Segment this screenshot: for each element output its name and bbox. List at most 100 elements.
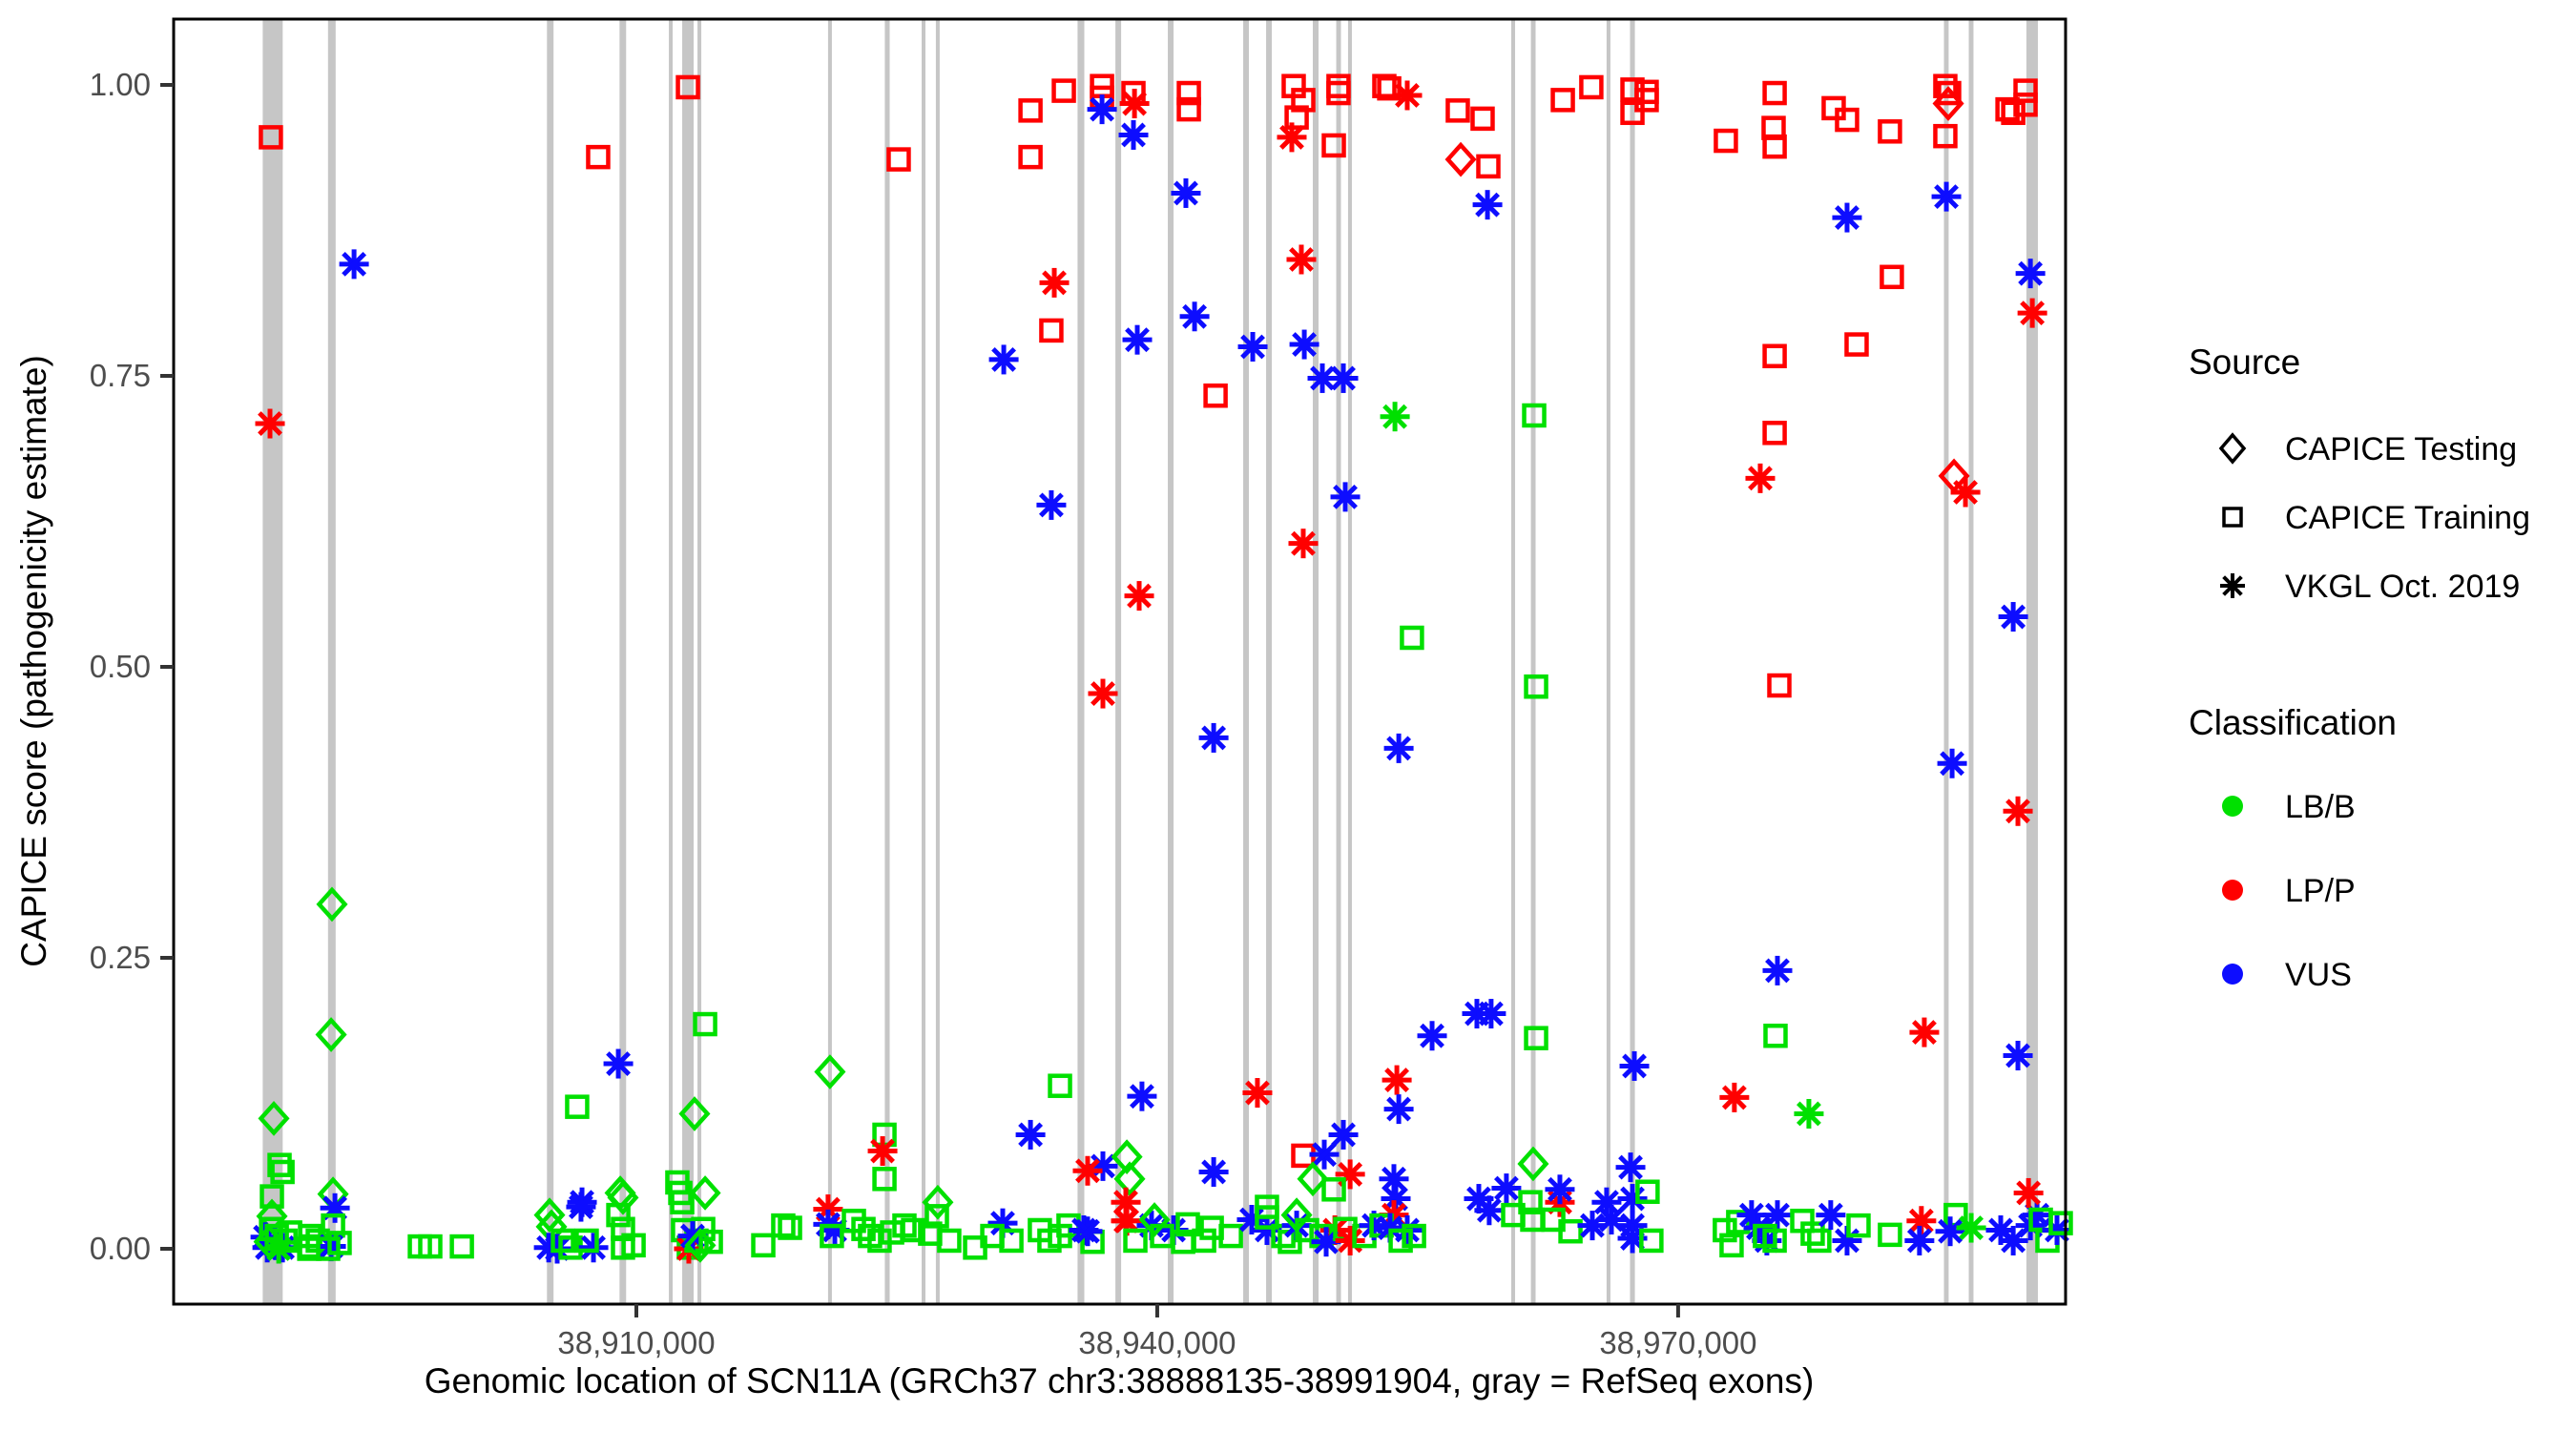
exon-bar: [935, 19, 940, 1304]
data-point: [1388, 1228, 1413, 1254]
data-point: [1138, 1202, 1171, 1237]
exon-bar: [1968, 19, 1974, 1304]
y-tick-label: 0.25: [90, 940, 151, 975]
data-point: [1072, 1216, 1103, 1247]
exon-bar: [327, 19, 336, 1304]
data-point: [988, 344, 1019, 375]
data-point: [1937, 748, 1967, 778]
data-point: [1800, 1221, 1825, 1246]
legend-item-lb-b: LB/B: [2222, 789, 2356, 825]
exon-bar: [1347, 19, 1352, 1304]
data-point: [1088, 1151, 1118, 1181]
legend-item-diamond: CAPICE Testing: [2218, 431, 2517, 467]
exon-bar: [697, 19, 702, 1304]
legend-class-label: LB/B: [2285, 789, 2356, 825]
data-point: [1072, 1155, 1103, 1186]
exon-bar: [1511, 19, 1516, 1304]
data-point: [1998, 602, 2028, 633]
data-point: [1767, 673, 1792, 698]
data-point: [607, 1179, 639, 1215]
data-point: [1950, 477, 1981, 508]
data-point: [533, 1197, 566, 1233]
exon-bar: [262, 19, 283, 1304]
axis-tick-labels: 38,910,000 38,940,000 38,970,000 1.00 0.75 0.…: [90, 67, 1757, 1360]
asterisk-icon: [2222, 575, 2243, 596]
exon-bar: [619, 19, 627, 1304]
legend-source-title: Source: [2189, 342, 2300, 382]
data-point: [1088, 678, 1118, 709]
exon-bar: [669, 19, 674, 1304]
data-point: [1335, 1159, 1365, 1190]
data-point: [1198, 722, 1229, 753]
data-point: [1380, 402, 1410, 432]
legend: Source CAPICE Testing CAPICE Training VKGL…: [2189, 342, 2530, 993]
data-point: [1615, 1152, 1646, 1183]
data-point: [1619, 1050, 1650, 1081]
data-point: [901, 1217, 925, 1243]
data-point: [1175, 1212, 1200, 1237]
legend-item-asterisk: VKGL Oct. 2019: [2220, 569, 2520, 605]
data-point: [1762, 80, 1787, 106]
data-point: [771, 1213, 796, 1238]
data-point: [1639, 1228, 1664, 1254]
data-point: [603, 1048, 634, 1079]
data-point: [1904, 1225, 1935, 1255]
data-point: [1048, 1073, 1072, 1098]
exon-bar: [1168, 19, 1174, 1304]
data-point: [1550, 88, 1575, 113]
data-point: [999, 1228, 1024, 1254]
legend-item-vus: VUS: [2222, 957, 2352, 993]
data-point: [1445, 98, 1470, 123]
exon-bar: [1943, 19, 1949, 1304]
data-point: [1122, 324, 1153, 355]
data-point: [259, 125, 283, 150]
data-point: [2042, 1214, 2072, 1245]
data-point: [316, 1236, 341, 1261]
data-point: [1995, 96, 2020, 122]
data-point: [1198, 1156, 1229, 1187]
data-point: [565, 1094, 590, 1119]
legend-item-square: CAPICE Training: [2222, 500, 2530, 536]
panel-border: [172, 17, 2067, 1306]
data-point: [1123, 1228, 1148, 1254]
data-point: [1933, 123, 1958, 149]
data-point: [1935, 1216, 1965, 1247]
data-point: [1762, 1228, 1787, 1254]
legend-source-label: VKGL Oct. 2019: [2285, 569, 2520, 605]
data-point: [1039, 267, 1070, 298]
data-point: [1330, 482, 1361, 512]
data-point: [1255, 1205, 1279, 1230]
data-point: [1906, 1206, 1937, 1236]
data-point: [1474, 1195, 1505, 1226]
data-point: [1018, 144, 1043, 170]
data-point: [260, 1184, 284, 1209]
data-point: [1762, 134, 1787, 159]
data-point: [1111, 1139, 1143, 1174]
data-point: [1328, 363, 1359, 393]
data-point: [1328, 1119, 1359, 1150]
exon-bar: [1313, 19, 1319, 1304]
data-point: [1127, 1081, 1157, 1111]
data-point: [1015, 1119, 1046, 1150]
data-point: [2013, 1177, 2044, 1208]
data-point: [668, 1180, 693, 1206]
data-point: [1518, 1190, 1543, 1214]
data-point: [1119, 89, 1150, 119]
data-point: [1444, 141, 1477, 177]
data-point: [1545, 1174, 1575, 1205]
data-point: [872, 1167, 897, 1192]
data-point: [1335, 1225, 1365, 1255]
data-point: [1524, 1026, 1548, 1050]
data-point: [1807, 1228, 1832, 1254]
exon-bar: [682, 19, 695, 1304]
legend-source-label: CAPICE Testing: [2285, 431, 2517, 467]
data-point: [1933, 73, 1958, 98]
data-point: [1036, 489, 1067, 520]
data-point: [1372, 73, 1397, 98]
data-point: [1176, 80, 1201, 106]
data-point: [922, 1184, 954, 1220]
legend-source-label: CAPICE Training: [2285, 500, 2530, 536]
legend-source-items: CAPICE Testing CAPICE Training VKGL Oct. 2…: [2218, 431, 2530, 605]
data-point: [1291, 88, 1316, 113]
data-point: [1491, 1173, 1522, 1204]
